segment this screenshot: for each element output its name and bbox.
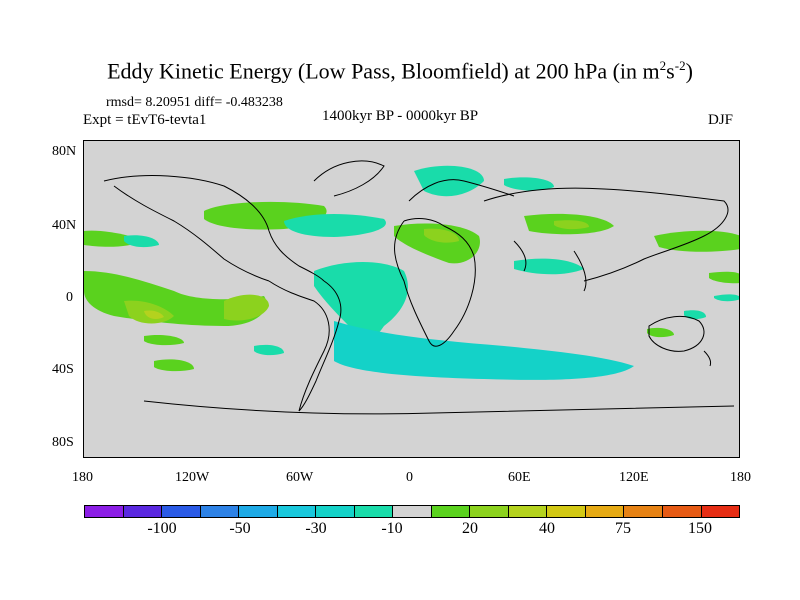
colorbar-label: 40 [539, 520, 555, 537]
anomaly-negative [414, 165, 484, 197]
anomaly-positive [647, 327, 674, 338]
lat-label: 80N [52, 144, 77, 159]
lon-label: 120E [619, 470, 649, 485]
anomaly-positive [394, 223, 480, 264]
colorbar-label: -50 [229, 520, 251, 537]
colorbar-segment [431, 506, 471, 517]
anomaly-negative [504, 177, 554, 191]
anomaly-negative [314, 262, 408, 341]
colorbar-label: 150 [688, 520, 712, 537]
anomaly-fill [84, 165, 739, 380]
colorbar-segment [123, 506, 163, 517]
anomaly-negative [284, 214, 386, 237]
anomaly-negative [514, 258, 584, 275]
anomaly-positive [154, 359, 194, 372]
anomaly-positive [144, 310, 164, 319]
colorbar-segment [316, 506, 355, 517]
colorbar-segment [662, 506, 702, 517]
colorbar-segment [508, 506, 548, 517]
colorbar [84, 505, 740, 518]
map-svg [84, 160, 739, 415]
lon-label: 0 [406, 470, 413, 485]
colorbar-segment [585, 506, 625, 517]
colorbar-segment [162, 506, 201, 517]
stats-text: rmsd= 8.20951 diff= -0.483238 [106, 95, 283, 110]
anomaly-positive [224, 294, 269, 321]
anomaly-negative [714, 294, 739, 302]
season-label: DJF [708, 112, 734, 128]
map-title: Eddy Kinetic Energy (Low Pass, Bloomfiel… [107, 58, 693, 84]
anomaly-positive [654, 230, 739, 252]
colorbar-segment [701, 506, 740, 517]
anomaly-negative [254, 344, 284, 356]
colorbar-segment [200, 506, 240, 517]
lat-label: 40S [52, 362, 74, 377]
colorbar-label: -100 [147, 520, 177, 537]
coastlines [103, 160, 735, 415]
anomaly-negative [124, 235, 159, 248]
period-label: 1400kyr BP - 0000kyr BP [322, 108, 479, 124]
colorbar-segment [239, 506, 278, 517]
colorbar-segment [470, 506, 509, 517]
experiment-label: Expt = tEvT6-tevta1 [83, 112, 207, 128]
lon-label: 60E [508, 470, 531, 485]
lat-label: 0 [66, 290, 73, 305]
colorbar-segment [277, 506, 317, 517]
anomaly-positive [709, 271, 739, 284]
lon-label: 60W [286, 470, 314, 485]
colorbar-segment [624, 506, 663, 517]
colorbar-segment [354, 506, 394, 517]
anomaly-negative [334, 321, 634, 380]
colorbar-label: 20 [462, 520, 478, 537]
colorbar-label: -10 [381, 520, 403, 537]
lon-label: 120W [175, 470, 210, 485]
anomaly-negative [684, 310, 706, 320]
colorbar-segment [85, 506, 124, 517]
colorbar-segment [547, 506, 586, 517]
anomaly-positive [554, 220, 589, 230]
anomaly-positive [424, 228, 459, 243]
colorbar-segment [393, 506, 432, 517]
lat-label: 40N [52, 218, 77, 233]
anomaly-positive [144, 334, 184, 346]
lat-label: 80S [52, 435, 74, 450]
lon-label: 180 [72, 470, 93, 485]
colorbar-label: 75 [615, 520, 631, 537]
colorbar-label: -30 [305, 520, 327, 537]
lon-label: 180 [730, 470, 751, 485]
map-panel [83, 140, 740, 458]
